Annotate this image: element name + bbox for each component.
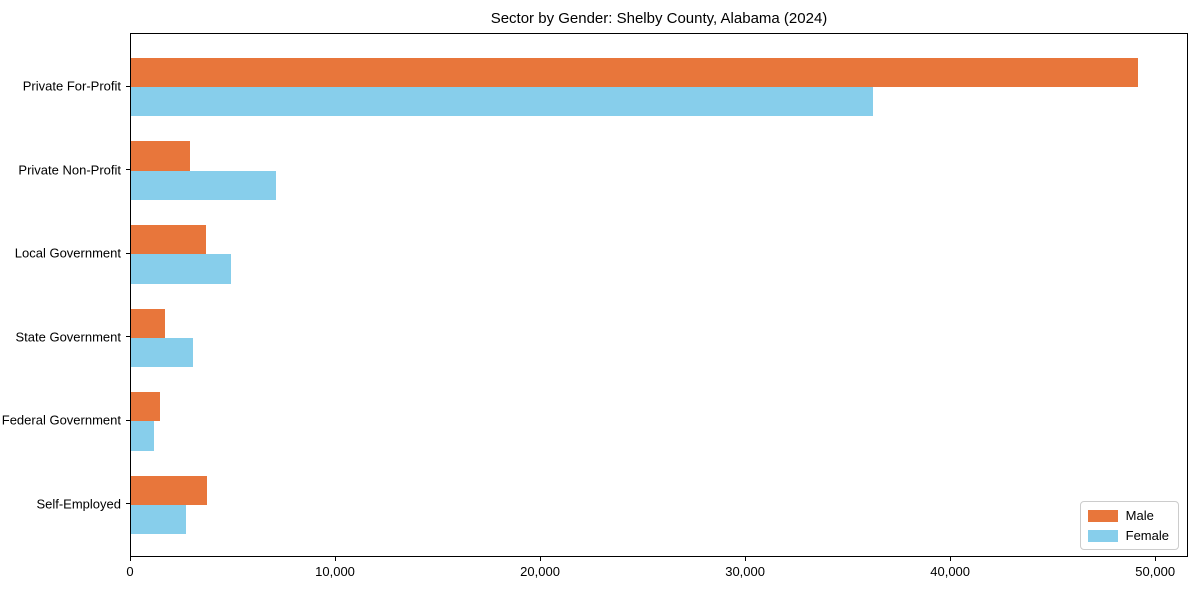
xtick-mark-0 <box>129 557 131 561</box>
xtick-label-0: 0 <box>126 564 134 579</box>
xtick-label-2: 20,000 <box>520 564 560 579</box>
bar-female-4 <box>131 421 154 451</box>
bar-female-1 <box>131 170 277 200</box>
xtick-label-4: 40,000 <box>930 564 971 579</box>
plot-area: Male Female <box>130 33 1188 557</box>
legend-entry-female: Female <box>1087 528 1169 543</box>
xtick-label-5: 50,000 <box>1135 564 1176 579</box>
bar-female-3 <box>131 337 193 368</box>
bar-male-1 <box>131 141 190 171</box>
ytick-label-0: Private For-Profit <box>22 78 121 94</box>
bar-male-5 <box>131 475 208 505</box>
bar-male-3 <box>131 308 166 338</box>
bar-female-0 <box>131 87 874 117</box>
legend-swatch-female <box>1087 529 1118 542</box>
ytick-label-4: Federal Government <box>1 412 121 428</box>
bar-female-2 <box>131 254 232 284</box>
ytick-label-5: Self-Employed <box>36 496 121 512</box>
legend: Male Female <box>1079 501 1179 550</box>
chart-title: Sector by Gender: Shelby County, Alabama… <box>490 10 828 27</box>
bar-female-5 <box>131 504 186 535</box>
bars-layer <box>131 34 1187 556</box>
xtick-label-3: 30,000 <box>725 564 765 579</box>
bar-male-2 <box>131 224 207 255</box>
xtick-mark-3 <box>744 557 746 561</box>
legend-swatch-male <box>1087 509 1118 522</box>
xtick-mark-1 <box>334 557 336 561</box>
xtick-mark-2 <box>539 557 541 561</box>
ytick-mark-1 <box>126 169 130 171</box>
ytick-mark-3 <box>126 336 130 338</box>
ytick-mark-5 <box>126 503 130 505</box>
xtick-mark-4 <box>949 557 951 561</box>
legend-label-male: Male <box>1125 508 1154 523</box>
ytick-label-2: Local Government <box>14 245 121 261</box>
ytick-mark-2 <box>126 252 130 254</box>
bar-male-0 <box>131 57 1138 88</box>
ytick-label-1: Private Non-Profit <box>18 162 121 178</box>
xtick-mark-5 <box>1154 557 1156 561</box>
ytick-mark-0 <box>126 85 130 87</box>
xtick-label-1: 10,000 <box>315 564 355 579</box>
bar-male-4 <box>131 392 160 422</box>
ytick-label-3: State Government <box>15 329 122 345</box>
legend-label-female: Female <box>1125 528 1169 543</box>
legend-entry-male: Male <box>1087 508 1169 523</box>
ytick-mark-4 <box>126 419 130 421</box>
